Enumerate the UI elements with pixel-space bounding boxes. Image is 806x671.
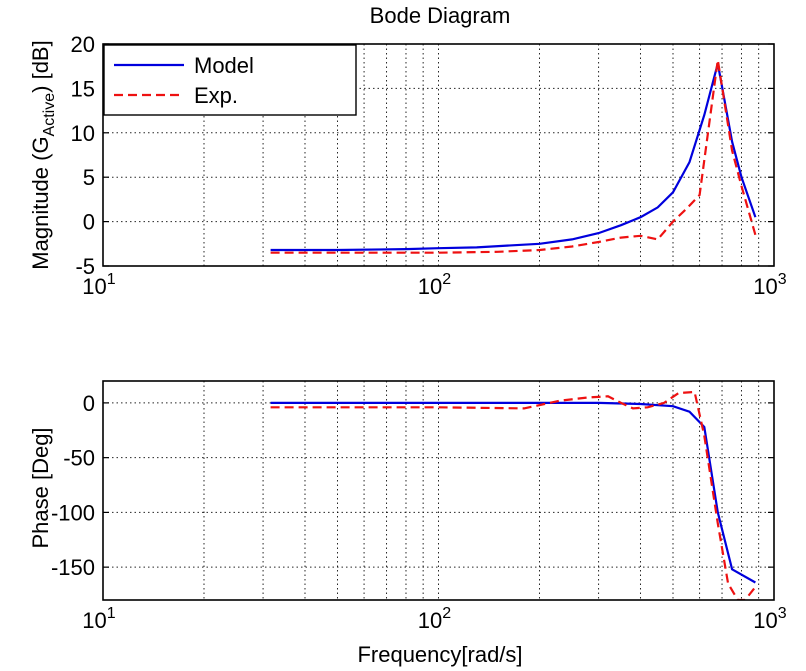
- magnitude-x-tick-label: 101: [82, 271, 115, 299]
- phase-y-tick-label: -150: [51, 555, 95, 580]
- magnitude-y-axis-label-end: ) [dB]: [28, 40, 53, 93]
- magnitude-x-tick-base: 10: [82, 274, 106, 299]
- magnitude-x-tick-base: 10: [753, 274, 777, 299]
- magnitude-x-tick-exponent: 3: [778, 271, 787, 288]
- phase-x-tick-label: 102: [418, 605, 451, 633]
- legend: Model Exp.: [103, 44, 357, 116]
- phase-x-tick-exponent: 3: [778, 605, 787, 622]
- magnitude-y-axis-label: Magnitude (GActive) [dB]: [28, 40, 58, 269]
- phase-x-tick-base: 10: [418, 608, 442, 633]
- legend-box: [103, 44, 357, 116]
- phase-x-tick-base: 10: [753, 608, 777, 633]
- magnitude-series-exp: [270, 59, 757, 254]
- phase-x-tick-label: 103: [753, 605, 786, 633]
- magnitude-y-tick-label: 10: [71, 121, 95, 146]
- phase-x-tick-exponent: 2: [442, 605, 451, 622]
- magnitude-y-axis-label-main: Magnitude (G: [28, 136, 53, 269]
- phase-series-model: [270, 401, 756, 584]
- chart-title: Bode Diagram: [370, 3, 511, 28]
- magnitude-x-tick-base: 10: [418, 274, 442, 299]
- phase-x-tick-base: 10: [82, 608, 106, 633]
- magnitude-x-tick-label: 102: [418, 271, 451, 299]
- phase-x-tick-label: 101: [82, 605, 115, 633]
- magnitude-axes-frame: [102, 43, 775, 267]
- magnitude-x-tick-exponent: 2: [442, 271, 451, 288]
- magnitude-y-tick-label: 15: [71, 76, 95, 101]
- phase-axes-frame: [102, 380, 775, 601]
- phase-x-axis-label: Frequency[rad/s]: [357, 642, 522, 667]
- magnitude-x-tick-label: 103: [753, 271, 786, 299]
- magnitude-x-tick-exponent: 1: [107, 271, 116, 288]
- magnitude-y-axis-label-sub: Active: [41, 93, 58, 137]
- phase-y-axis-label: Phase [Deg]: [28, 427, 53, 548]
- legend-label-exp: Exp.: [194, 83, 238, 108]
- phase-x-tick-exponent: 1: [107, 605, 116, 622]
- legend-label-model: Model: [194, 53, 254, 78]
- phase-y-tick-label: 0: [83, 391, 95, 416]
- magnitude-y-tick-label: 0: [83, 210, 95, 235]
- phase-y-tick-label: -100: [51, 500, 95, 525]
- phase-series-exp: [270, 390, 757, 600]
- magnitude-y-tick-label: -5: [75, 254, 95, 279]
- magnitude-y-tick-label: 5: [83, 165, 95, 190]
- phase-y-tick-label: -50: [63, 446, 95, 471]
- magnitude-y-tick-label: 20: [71, 32, 95, 57]
